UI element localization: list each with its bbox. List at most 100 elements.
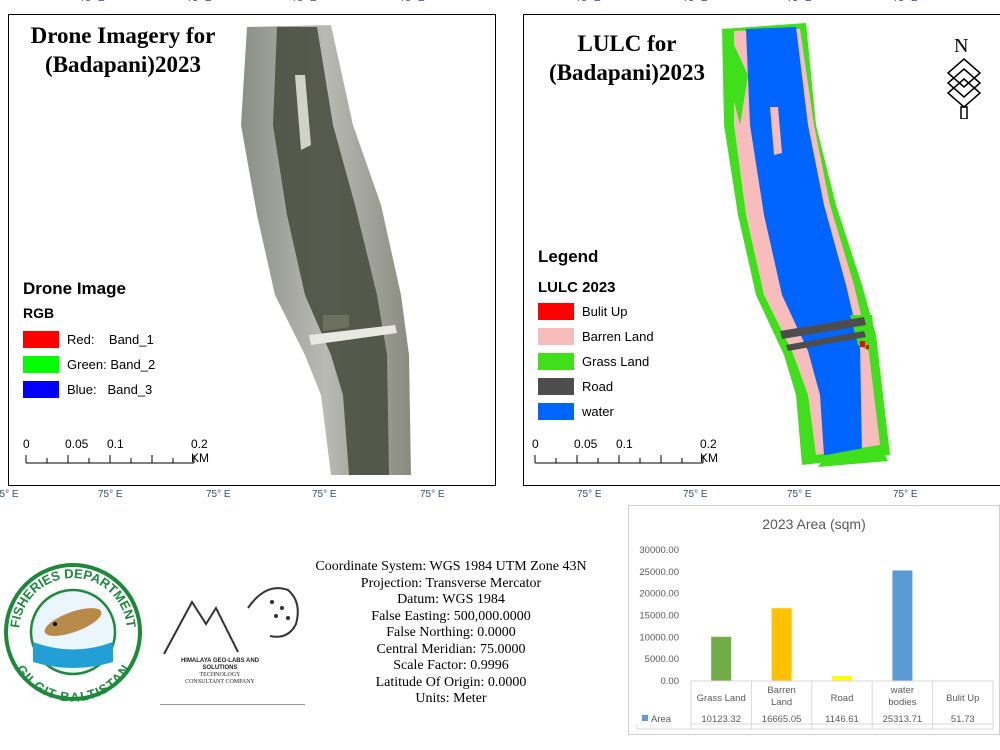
graticule-bottom-label: 75° E [577, 489, 602, 500]
graticule-bottom-label: 75° E [420, 489, 445, 500]
north-arrow-icon [946, 58, 982, 119]
scalebar-label: 0.1 [616, 437, 633, 451]
legend-swatch [538, 328, 574, 345]
legend-label: Bulit Up [582, 304, 628, 319]
y-tick-label: 0.00 [661, 676, 680, 687]
left-legend-subtitle: RGB [23, 305, 55, 321]
graticule-top-label: 75° E [80, 0, 105, 4]
drone-image-raster [241, 25, 411, 475]
y-tick-label: 5000.00 [645, 654, 679, 665]
area-chart: 2023 Area (sqm) 0.00 5000.00 10000.00 15000… [628, 505, 1000, 735]
legend-key [642, 715, 648, 721]
right-scalebar: 0 0.05 0.1 0.2 KM [532, 437, 734, 467]
bar [832, 675, 852, 681]
scalebar-label: 0.2 KM [700, 437, 718, 465]
graticule-bottom-label: 75° E [893, 489, 918, 500]
graticule-top-label: 75° E [400, 0, 425, 4]
graticule-bottom-label: 75° E [0, 489, 19, 500]
y-tick-label: 15000.00 [639, 611, 679, 622]
left-scalebar: 0 0.05 0.1 0.2 KM [23, 437, 215, 467]
graticule-top-label: 75° E [576, 0, 601, 4]
bar [892, 570, 913, 681]
scalebar-label: 0.05 [65, 437, 89, 451]
category-label: Land [771, 697, 792, 708]
data-table-value: 10123.32 [701, 714, 741, 725]
data-table-value: 16665.05 [762, 714, 802, 725]
scalebar-label: 0.2 KM [191, 437, 209, 465]
legend-label: Blue: Band_3 [67, 382, 153, 397]
graticule-top-label: 75° E [292, 0, 317, 4]
right-map-title-line2: (Badapani)2023 [549, 60, 705, 85]
category-label: Bulit Up [946, 693, 979, 704]
category-label: bodies [888, 697, 916, 708]
chart-title: 2023 Area (sqm) [762, 516, 866, 532]
north-label: N [954, 35, 969, 57]
coordinate-system-info: Coordinate System: WGS 1984 UTM Zone 43N… [300, 559, 602, 708]
himalaya-geo-labs-logo: HIMALAYA GEO-LABS AND SOLUTIONS TECHNOLO… [160, 578, 305, 705]
himalaya-line3: TECHNOLOGY [199, 672, 241, 678]
legend-label: Green: Band_2 [67, 357, 156, 372]
right-legend-subtitle: LULC 2023 [538, 279, 616, 296]
graticule-bottom-label: 75° E [98, 489, 123, 500]
y-tick-label: 30000.00 [639, 545, 679, 556]
mountain-leopard-icon [163, 587, 299, 655]
legend-label: Grass Land [582, 354, 650, 369]
graticule-bottom-label: 75° E [683, 489, 708, 500]
legend-label: Road [582, 379, 614, 394]
graticule-bottom-label: 75° E [312, 489, 337, 500]
data-table-value: 51.73 [951, 714, 975, 725]
legend-swatch [23, 381, 59, 398]
scalebar-label: 0.05 [574, 437, 598, 451]
legend-label: Barren Land [582, 329, 654, 344]
data-table-value: 25313.71 [883, 714, 923, 725]
coordinate-info-line: Coordinate System: WGS 1984 UTM Zone 43N [315, 559, 587, 574]
category-label: Grass Land [697, 693, 746, 704]
legend-swatch [538, 403, 574, 420]
legend-label: Red: Band_1 [67, 332, 154, 347]
legend-swatch [538, 303, 574, 320]
lulc-raster [722, 23, 890, 467]
coordinate-info-line: False Easting: 500,000.0000 [371, 608, 531, 624]
legend-swatch [23, 331, 59, 348]
left-legend-title: Drone Image [23, 279, 126, 298]
lulc-map: LULC for (Badapani)2023 N Legend LULC 20… [523, 14, 1000, 486]
category-label: Road [831, 693, 854, 704]
drone-imagery-map: Drone Imagery for (Badapani)2023 Drone I… [8, 14, 496, 486]
y-tick-label: 20000.00 [639, 589, 679, 600]
bar [771, 608, 792, 681]
scalebar-graphic [25, 455, 195, 464]
right-legend-title: Legend [538, 247, 599, 266]
legend-swatch [538, 353, 574, 370]
himalaya-line2: SOLUTIONS [202, 665, 238, 671]
chart-plot: 0.00 5000.00 10000.00 15000.00 20000.00 25000… [636, 545, 994, 730]
graticule-bottom-label: 75° E [206, 489, 231, 500]
left-map-title-line2: (Badapani)2023 [45, 52, 201, 77]
legend-swatch [538, 378, 574, 395]
coordinate-info-line: False Northing: 0.0000 [386, 625, 516, 640]
fisheries-department-logo: FISHERIES DEPARTMENT GILGIT-BALTISTAN [4, 563, 142, 702]
north-arrow: N [944, 35, 984, 119]
category-label: Barren [767, 685, 796, 696]
y-tick-label: 25000.00 [639, 567, 679, 578]
graticule-top-label: 75° E [683, 0, 708, 4]
graticule-top-label: 75° E [787, 0, 812, 4]
left-map-title-line1: Drone Imagery for [30, 23, 216, 48]
y-tick-label: 10000.00 [639, 632, 679, 643]
graticule-bottom-label: 75° E [787, 489, 812, 500]
coordinate-info-line: Units: Meter [415, 691, 487, 706]
legend-swatch [23, 356, 59, 373]
coordinate-info-line: Central Meridian: 75.0000 [376, 641, 526, 657]
scalebar-label: 0.1 [107, 437, 124, 451]
coordinate-info-line: Latitude Of Origin: 0.0000 [375, 674, 527, 690]
scalebar-label: 0 [23, 437, 30, 451]
graticule-top-label: 75° E [187, 0, 212, 4]
scalebar-graphic [534, 455, 704, 464]
coordinate-info-line: Projection: Transverse Mercator [360, 575, 542, 591]
himalaya-line1: HIMALAYA GEO-LABS AND [180, 658, 260, 664]
series-name: Area [651, 714, 672, 725]
scalebar-label: 0 [532, 437, 539, 451]
data-table-value: 1146.61 [825, 714, 859, 725]
coordinate-info-line: Scale Factor: 0.9996 [393, 658, 509, 673]
right-map-title-line1: LULC for [577, 31, 677, 56]
bar [711, 636, 732, 681]
